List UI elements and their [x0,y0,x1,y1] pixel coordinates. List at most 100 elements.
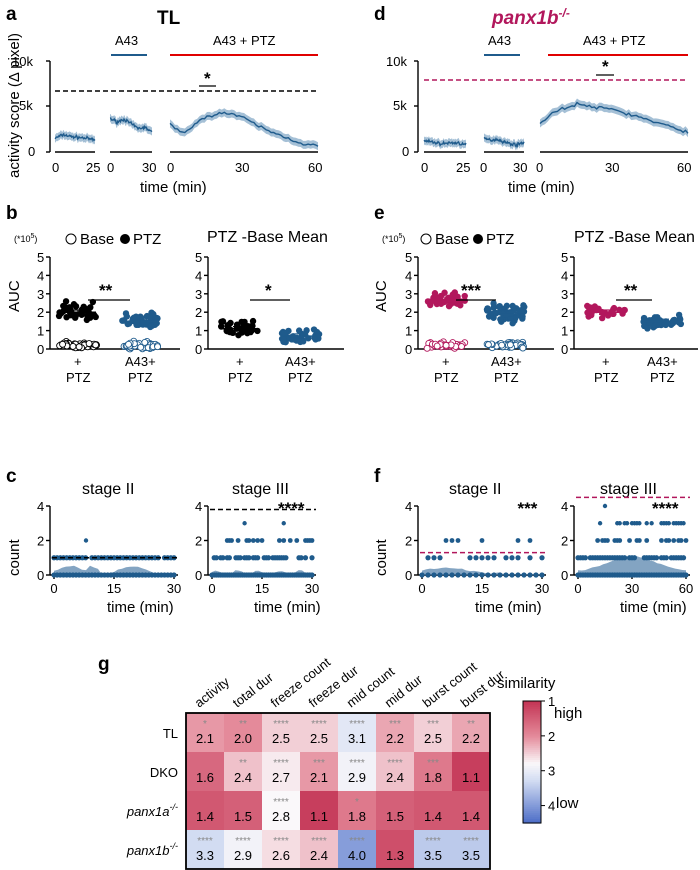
dot [83,538,89,543]
dot [265,555,272,561]
dot [637,521,642,526]
cell-value: 1.1 [310,809,328,824]
colorbar-step [523,810,541,814]
ytick: 3 [37,287,44,302]
ytick: 2 [405,305,412,320]
dot [644,521,649,526]
ytick: 0 [405,568,412,583]
sig-star: **** [278,499,305,518]
dot [259,538,265,543]
colorbar-step [523,743,541,747]
ytick: 2 [37,534,44,549]
ytick: 4 [195,499,202,514]
dot [235,538,241,543]
colorbar-step [523,820,541,824]
cell-stars: *** [427,758,439,769]
heatmap-cell [186,791,224,830]
sig-star: * [265,281,272,300]
ptz-point [66,306,73,313]
colorbar-step [523,816,541,820]
base-point [75,343,83,351]
colorbar-step [523,719,541,722]
colorbar-step [523,796,541,800]
colorbar-step [523,780,541,783]
stage-area [54,565,174,575]
sig-star: *** [461,281,481,300]
dot [276,538,282,543]
row-label-name: panx1a [126,804,170,819]
dot [283,555,289,561]
heatmap-cell [186,752,224,791]
ytick: 0 [195,342,202,357]
cell-stars: *** [427,719,439,730]
row-label-name: TL [163,726,178,741]
dot [666,538,672,543]
ytick: 5 [561,250,568,265]
dot [455,538,461,543]
xtick: 30 [513,160,527,175]
xtick: 30 [305,581,319,596]
xtick: 0 [167,160,174,175]
ptz-point [247,328,254,336]
cell-value: 2.4 [386,770,404,785]
cell-stars: *** [389,719,401,730]
dot [431,572,437,578]
cell-stars: * [355,797,359,808]
base-point [498,341,506,349]
cell-value: 1.5 [234,809,252,824]
colorbar-step [523,751,541,755]
ytick: 0 [402,144,409,159]
ytick: 4 [561,268,568,283]
stage2-title: stage II [82,481,134,498]
sem-band [110,114,152,136]
xtick-label: PTZ [494,370,519,385]
ytick: 2 [561,305,568,320]
dot [617,521,622,526]
cell-stars: * [203,719,207,730]
xtick: 0 [208,581,215,596]
xtick-label: A43+ [647,354,678,369]
xtick: 30 [625,581,639,596]
ytick: 10k [12,54,33,69]
colorbar-step [523,737,541,741]
mult-end: ) [402,234,405,244]
dot [171,572,177,578]
ytick: 3 [195,287,202,302]
ytick: 4 [37,268,44,283]
colorbar-step [523,762,541,765]
colorbar-step [523,745,541,749]
xtick-label: + [602,354,610,369]
legend-title: similarity [497,675,556,692]
sig-star: **** [652,499,679,518]
base-point [85,340,93,347]
xtick: 30 [535,581,549,596]
cell-stars: ** [239,758,247,769]
ytick: 3 [561,287,568,302]
mult-sup: 5 [399,233,403,240]
count-ylabel: count [6,538,23,576]
colorbar-step [523,794,541,798]
heatmap-cell [452,791,490,830]
colorbar-step [523,812,541,816]
colorbar-step [523,770,541,773]
colorbar-step [523,808,541,812]
cell-value: 2.5 [272,731,290,746]
dot [294,538,300,543]
dot [515,555,521,561]
legend-base: Base [80,231,114,248]
heatmap-cell [186,830,224,869]
dot [671,538,677,543]
dot [213,555,219,561]
dot [617,538,623,543]
panel-d-title: panx1b-/- [491,6,570,29]
colorbar-step [523,804,541,808]
ytick: 1 [561,324,568,339]
dot [250,538,256,543]
cell-value: 2.9 [348,770,366,785]
heatmap-cell [262,830,300,869]
dot [467,555,473,561]
xtick: 30 [167,581,181,596]
dot [298,555,304,561]
bar-label-a43ptz: A43 + PTZ [213,33,276,48]
dot [595,538,601,543]
